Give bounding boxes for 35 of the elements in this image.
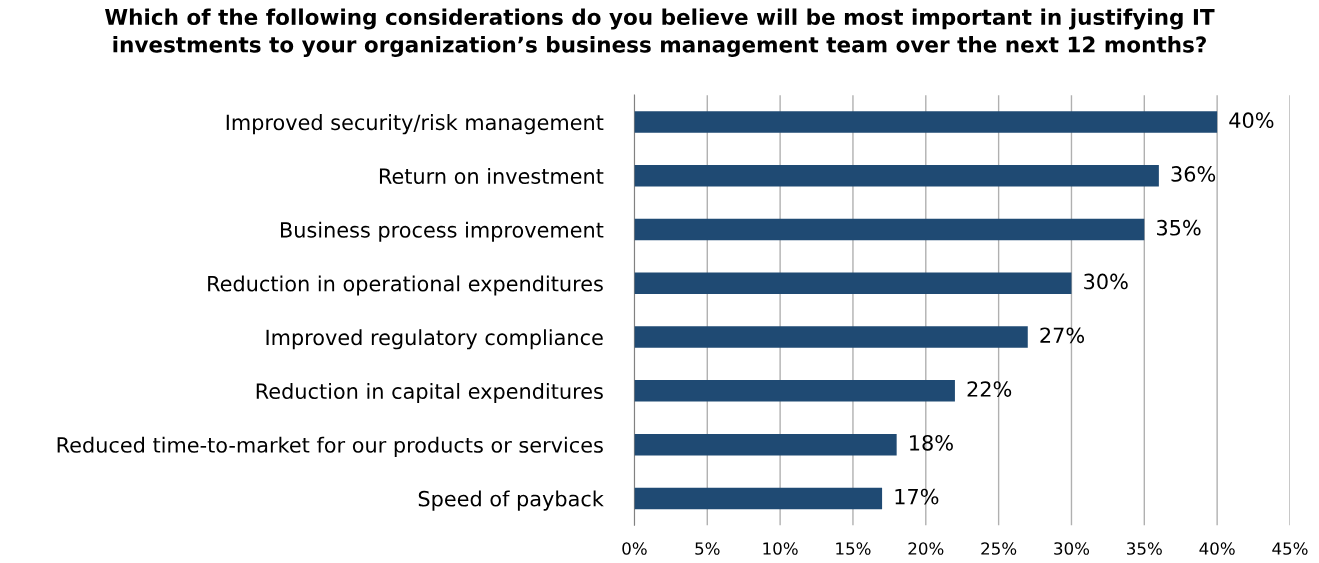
y-tick-label: Improved regulatory compliance xyxy=(266,329,603,350)
bar xyxy=(634,272,1072,295)
x-tick-label: 20% xyxy=(908,542,944,555)
x-tick-label: 45% xyxy=(1272,542,1308,555)
bar xyxy=(634,111,1218,133)
y-tick-label: Speed of payback xyxy=(418,490,604,511)
y-tick-label: Business process improvement xyxy=(280,221,604,242)
x-tick-label: 30% xyxy=(1054,542,1090,555)
x-tick-label: 15% xyxy=(836,542,871,555)
bar xyxy=(634,487,883,510)
x-tick-label: 35% xyxy=(1127,542,1162,555)
bar xyxy=(634,218,1145,241)
x-tick-label: 40% xyxy=(1199,542,1235,555)
y-tick-label: Return on investment xyxy=(379,167,604,185)
data-label: 18% xyxy=(910,434,953,451)
bar xyxy=(634,165,1159,187)
chart-title: Which of the following considerations do you believe will be most important in justifying IT investments to your organization’s business management team over the next 12 months? xyxy=(105,8,1215,57)
x-tick-label: 5% xyxy=(695,542,720,555)
y-tick-label: Reduced time-to-market for our products or services xyxy=(57,436,603,457)
data-label: 40% xyxy=(1229,112,1274,129)
bar xyxy=(634,433,897,456)
data-label: 22% xyxy=(967,381,1012,397)
data-label: 17% xyxy=(895,488,939,505)
x-tick-label: 25% xyxy=(981,542,1017,555)
y-tick-label: Reduction in capital expenditures xyxy=(256,382,603,404)
x-tick-label: 10% xyxy=(763,542,798,555)
data-label: 36% xyxy=(1171,166,1216,182)
bar xyxy=(634,326,1028,348)
y-tick-label: Improved security/risk management xyxy=(226,114,604,135)
x-tick-label: 0% xyxy=(622,542,647,555)
data-label: 30% xyxy=(1084,273,1128,290)
y-tick-label: Reduction in operational expenditures xyxy=(208,275,603,296)
data-label: 27% xyxy=(1040,327,1085,344)
data-label: 35% xyxy=(1157,219,1201,236)
bar xyxy=(634,380,955,402)
